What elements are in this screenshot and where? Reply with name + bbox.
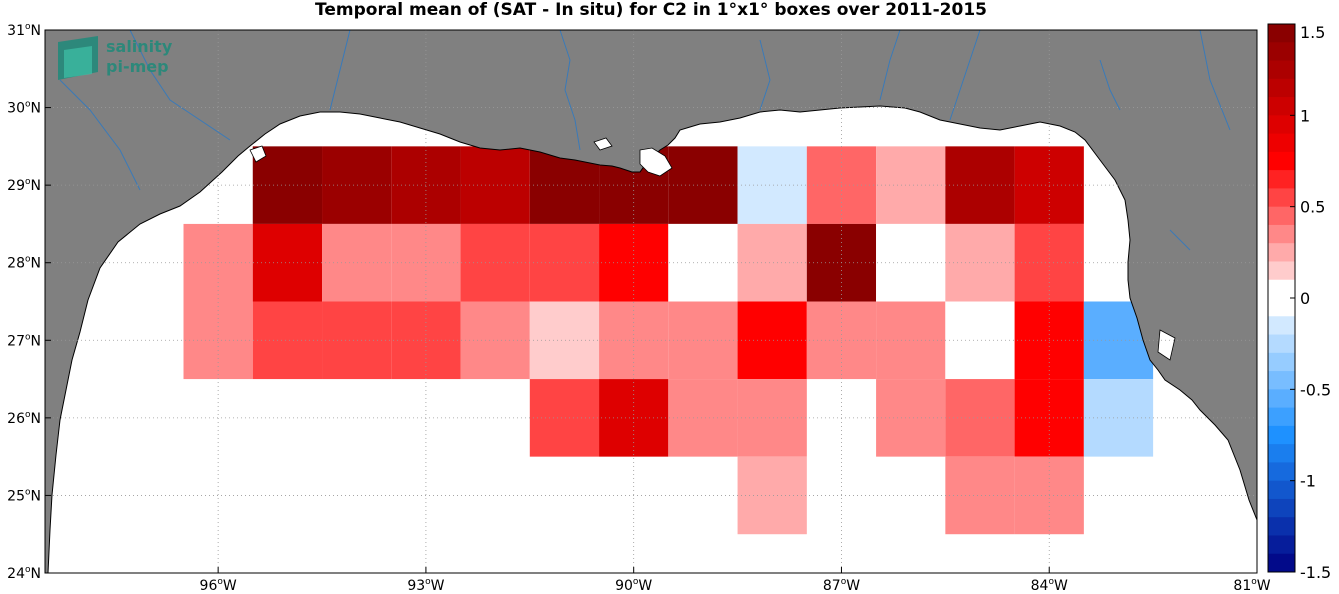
bay-shape bbox=[639, 147, 673, 177]
heatmap-cell bbox=[737, 146, 807, 224]
colorbar-swatch bbox=[1268, 170, 1295, 189]
colorbar-tick-label: 0.5 bbox=[1300, 198, 1325, 217]
heatmap-cell bbox=[945, 301, 1015, 380]
colorbar-swatch bbox=[1268, 78, 1295, 98]
latitude-labels: 24oN 25oN 26oN 27oN 28oN 29oN 30oN 31oN bbox=[7, 22, 41, 582]
colorbar-swatch bbox=[1268, 151, 1295, 171]
colorbar-swatch bbox=[1268, 407, 1295, 427]
heatmap-cell bbox=[529, 301, 600, 380]
latitude-label: 27oN bbox=[7, 332, 41, 349]
heatmap-cell bbox=[737, 301, 807, 380]
heatmap-cell bbox=[876, 146, 946, 224]
heatmap-cell bbox=[876, 301, 946, 380]
heatmap-cell bbox=[322, 301, 392, 380]
heatmap-cell bbox=[322, 223, 392, 302]
salinity-pi-mep-logo: salinity pi-mep bbox=[58, 36, 173, 80]
heatmap-cell bbox=[252, 301, 323, 380]
colorbar-swatch bbox=[1268, 480, 1295, 500]
longitude-label: 84oW bbox=[1031, 577, 1068, 594]
map-frame bbox=[44, 29, 1258, 574]
logo-text-line2: pi-mep bbox=[106, 57, 169, 76]
heatmap-cell bbox=[945, 223, 1015, 302]
colorbar-tick-label: 1 bbox=[1300, 106, 1310, 125]
heatmap-cell bbox=[737, 223, 807, 302]
heatmap-cell bbox=[668, 301, 738, 380]
colorbar-swatch bbox=[1268, 224, 1295, 244]
colorbar-swatch bbox=[1268, 553, 1295, 573]
colorbar-swatch bbox=[1268, 298, 1295, 317]
colorbar-swatch bbox=[1268, 188, 1295, 208]
longitude-label: 90oW bbox=[615, 577, 652, 594]
figure-title: Temporal mean of (SAT - In situ) for C2 … bbox=[315, 0, 987, 20]
colorbar-swatch bbox=[1268, 133, 1295, 153]
colorbar-tick-label: 1.5 bbox=[1300, 23, 1325, 42]
colorbar-swatch bbox=[1268, 425, 1295, 445]
colorbar-swatch bbox=[1268, 444, 1295, 463]
latitude-label: 24oN bbox=[7, 565, 41, 582]
colorbar-swatch bbox=[1268, 462, 1295, 482]
colorbar-tick-label: -1.5 bbox=[1300, 563, 1331, 582]
latitude-label: 29oN bbox=[7, 177, 41, 194]
heatmap-cell bbox=[460, 223, 530, 302]
latitude-label: 28oN bbox=[7, 255, 41, 272]
logo-text-line1: salinity bbox=[106, 37, 173, 56]
heatmap-cell bbox=[945, 379, 1015, 457]
longitude-labels: 96oW 93oW 90oW 87oW 84oW 81oW bbox=[200, 577, 1271, 594]
colorbar-swatch bbox=[1268, 261, 1295, 281]
colorbar-swatch bbox=[1268, 389, 1295, 409]
heatmap-cell bbox=[322, 146, 392, 224]
latitude-label: 31oN bbox=[7, 22, 41, 39]
colorbar: 1.5 1 0.5 0 -0.5 -1 -1.5 bbox=[1267, 23, 1331, 582]
heatmap-cell bbox=[252, 146, 323, 224]
latitude-label: 30oN bbox=[7, 100, 41, 117]
bay-shape bbox=[1157, 329, 1176, 361]
heatmap-cell bbox=[945, 456, 1015, 535]
colorbar-swatch bbox=[1268, 60, 1295, 80]
heatmap-cell bbox=[668, 146, 738, 224]
colorbar-swatch bbox=[1268, 97, 1295, 116]
heatmap-cell bbox=[737, 379, 807, 457]
colorbar-swatch bbox=[1268, 517, 1295, 536]
longitude-label: 81oW bbox=[1233, 577, 1270, 594]
colorbar-swatch bbox=[1268, 279, 1295, 299]
latitude-label: 26oN bbox=[7, 410, 41, 427]
colorbar-swatch bbox=[1268, 498, 1295, 518]
rivers bbox=[59, 30, 1231, 251]
colorbar-swatch bbox=[1268, 24, 1295, 43]
colorbar-swatch bbox=[1268, 371, 1295, 390]
heatmap-cell bbox=[460, 301, 530, 380]
longitude-label: 87oW bbox=[823, 577, 860, 594]
heatmap-cell bbox=[529, 379, 600, 457]
heatmap-cell bbox=[529, 223, 600, 302]
heatmap-cell bbox=[876, 223, 946, 302]
colorbar-swatch bbox=[1268, 206, 1295, 226]
land-mass bbox=[45, 30, 1257, 573]
colorbar-swatch bbox=[1268, 334, 1295, 354]
heatmap-cell bbox=[668, 379, 738, 457]
longitude-label: 96oW bbox=[200, 577, 237, 594]
colorbar-tick-label: 0 bbox=[1300, 289, 1310, 308]
heatmap-cell bbox=[668, 223, 738, 302]
heatmap-cell bbox=[737, 456, 807, 535]
colorbar-swatch bbox=[1268, 352, 1295, 372]
colorbar-swatch bbox=[1268, 243, 1295, 262]
bay-shape bbox=[593, 137, 613, 151]
colorbar-swatch bbox=[1268, 115, 1295, 135]
heatmap-cell bbox=[1083, 379, 1154, 457]
heatmap-cell bbox=[876, 379, 946, 457]
colorbar-swatch bbox=[1268, 316, 1295, 336]
latitude-label: 25oN bbox=[7, 487, 41, 504]
bay-shape bbox=[249, 145, 267, 163]
heatmap-cell bbox=[945, 146, 1015, 224]
heatmap-cell bbox=[460, 146, 530, 224]
colorbar-tick-label: -1 bbox=[1300, 472, 1316, 491]
colorbar-tick-label: -0.5 bbox=[1300, 380, 1331, 399]
colorbar-swatch bbox=[1268, 535, 1295, 555]
heatmap-cell bbox=[252, 223, 323, 302]
longitude-label: 93oW bbox=[407, 577, 444, 594]
colorbar-swatch bbox=[1268, 42, 1295, 62]
